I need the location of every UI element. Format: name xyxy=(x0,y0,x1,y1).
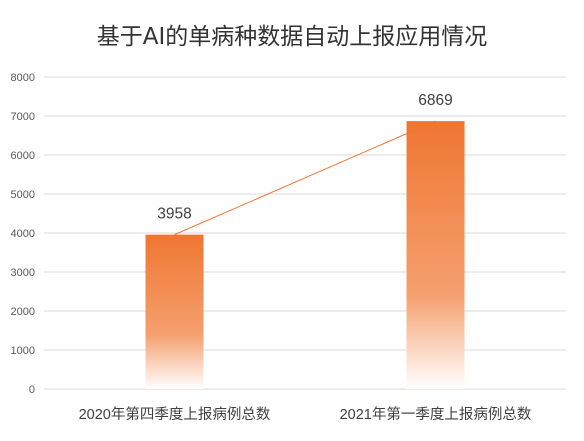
chart-title: 基于AI的单病种数据自动上报应用情况 xyxy=(96,24,488,50)
y-tick-label: 4000 xyxy=(11,228,35,240)
y-tick-label: 6000 xyxy=(11,150,35,162)
data-label: 3958 xyxy=(157,206,191,223)
y-tick-label: 5000 xyxy=(11,189,35,201)
trend-line xyxy=(174,120,436,236)
y-tick-label: 3000 xyxy=(11,267,35,279)
bar xyxy=(145,234,204,389)
x-tick-label: 2020年第四季度上报病例总数 xyxy=(79,405,271,423)
y-tick-label: 0 xyxy=(29,384,35,396)
bar xyxy=(406,121,465,389)
x-tick-label: 2021年第一季度上报病例总数 xyxy=(340,405,532,423)
y-tick-label: 1000 xyxy=(11,345,35,357)
y-tick-label: 8000 xyxy=(11,72,35,84)
y-tick-label: 7000 xyxy=(11,111,35,123)
y-tick-label: 2000 xyxy=(11,306,35,318)
data-label: 6869 xyxy=(418,92,452,109)
